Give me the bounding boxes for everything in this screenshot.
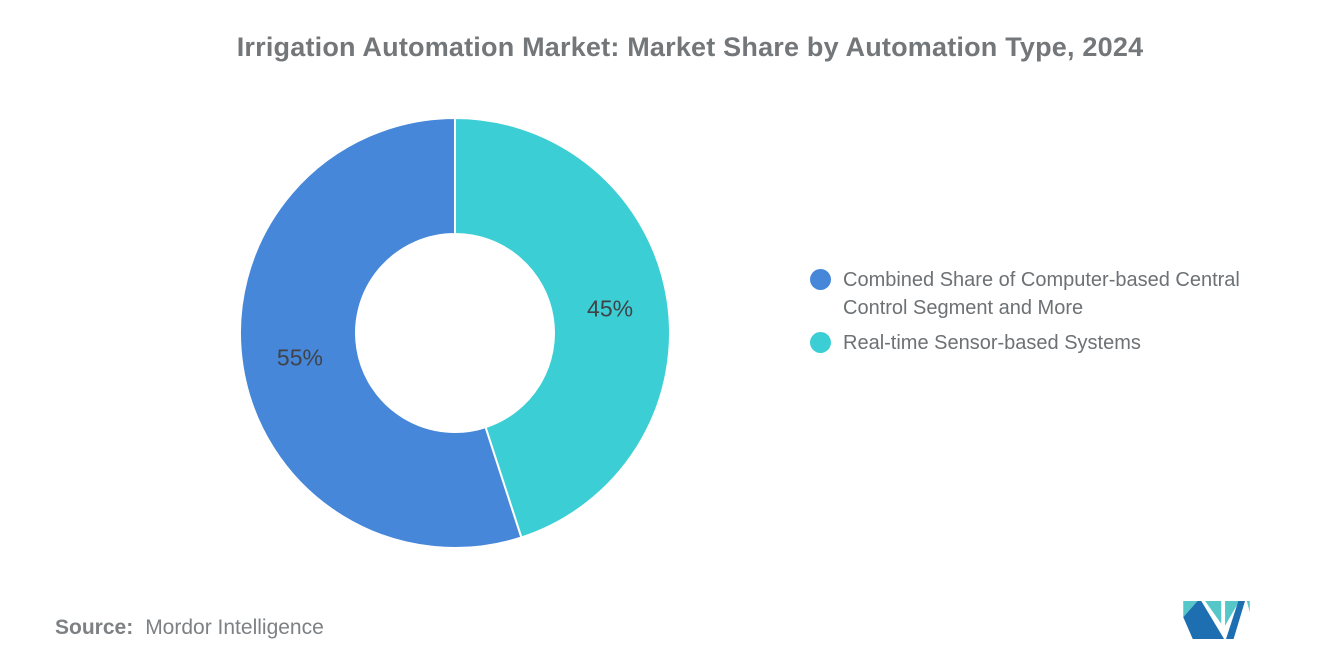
logo-blue-left-stroke	[1183, 601, 1225, 639]
source-value: Mordor Intelligence	[145, 616, 324, 639]
slice-label-1: 55%	[277, 345, 323, 371]
source-label: Source:	[55, 616, 134, 639]
legend-marker-circle	[810, 269, 831, 290]
logo-teal-top-left-triangle	[1183, 601, 1198, 618]
pie-slice-1[interactable]	[239, 116, 523, 549]
donut-chart: 55% 45%	[235, 113, 675, 553]
logo-blue-right-stroke	[1226, 601, 1245, 639]
mordor-intelligence-logo	[1183, 601, 1250, 639]
source-line: Source: Mordor Intelligence	[55, 616, 324, 640]
chart-title: Irrigation Automation Market: Market Sha…	[236, 32, 1144, 62]
legend: Combined Share of Computer-based Central…	[810, 266, 1300, 364]
pie-slice-2[interactable]	[454, 116, 671, 539]
logo-teal-middle-triangle	[1205, 601, 1222, 624]
legend-item-label: Real-time Sensor-based Systems	[843, 332, 1141, 354]
logo-teal-right-triangle	[1225, 601, 1240, 626]
legend-item-2[interactable]: Real-time Sensor-based Systems	[810, 329, 1300, 357]
slice-label-2: 45%	[587, 295, 633, 321]
legend-marker-circle	[810, 332, 831, 353]
donut-chart-svg: 55% 45%	[239, 116, 671, 549]
legend-item-1[interactable]: Combined Share of Computer-based Central…	[810, 266, 1300, 322]
logo-teal-corner-sliver	[1246, 601, 1250, 613]
legend-item-label: Combined Share of Computer-based Central…	[843, 269, 1240, 319]
